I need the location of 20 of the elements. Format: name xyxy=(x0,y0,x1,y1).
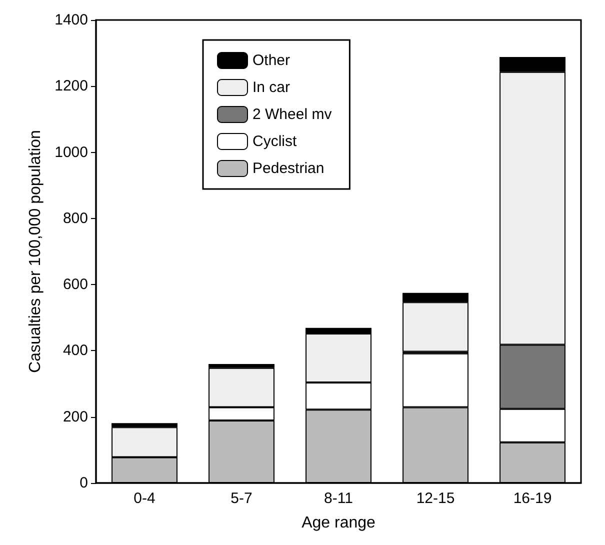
legend-label: Other xyxy=(252,52,290,69)
x-tick-label: 16-19 xyxy=(513,490,552,507)
y-axis-title: Casualties per 100,000 population xyxy=(27,130,44,373)
y-tick-label: 1400 xyxy=(54,12,88,28)
x-tick-label: 5-7 xyxy=(230,490,252,507)
x-tick-label: 0-4 xyxy=(134,490,156,507)
legend-label: 2 Wheel mv xyxy=(252,106,332,123)
x-tick-label: 12-15 xyxy=(416,490,455,507)
y-tick-label: 1200 xyxy=(54,78,88,95)
legend-label: Cyclist xyxy=(252,133,298,150)
y-tick-label: 0 xyxy=(80,474,88,492)
x-axis-title: Age range xyxy=(302,514,376,532)
legend-label: Pedestrian xyxy=(252,160,324,177)
y-tick-label: 800 xyxy=(62,210,88,227)
y-tick-label: 1000 xyxy=(54,144,88,161)
y-tick-label: 600 xyxy=(62,276,88,294)
y-tick-label: 200 xyxy=(62,408,88,426)
legend-label: In car xyxy=(252,79,290,96)
y-tick-label: 400 xyxy=(62,342,88,360)
x-tick-label: 8-11 xyxy=(324,490,353,507)
